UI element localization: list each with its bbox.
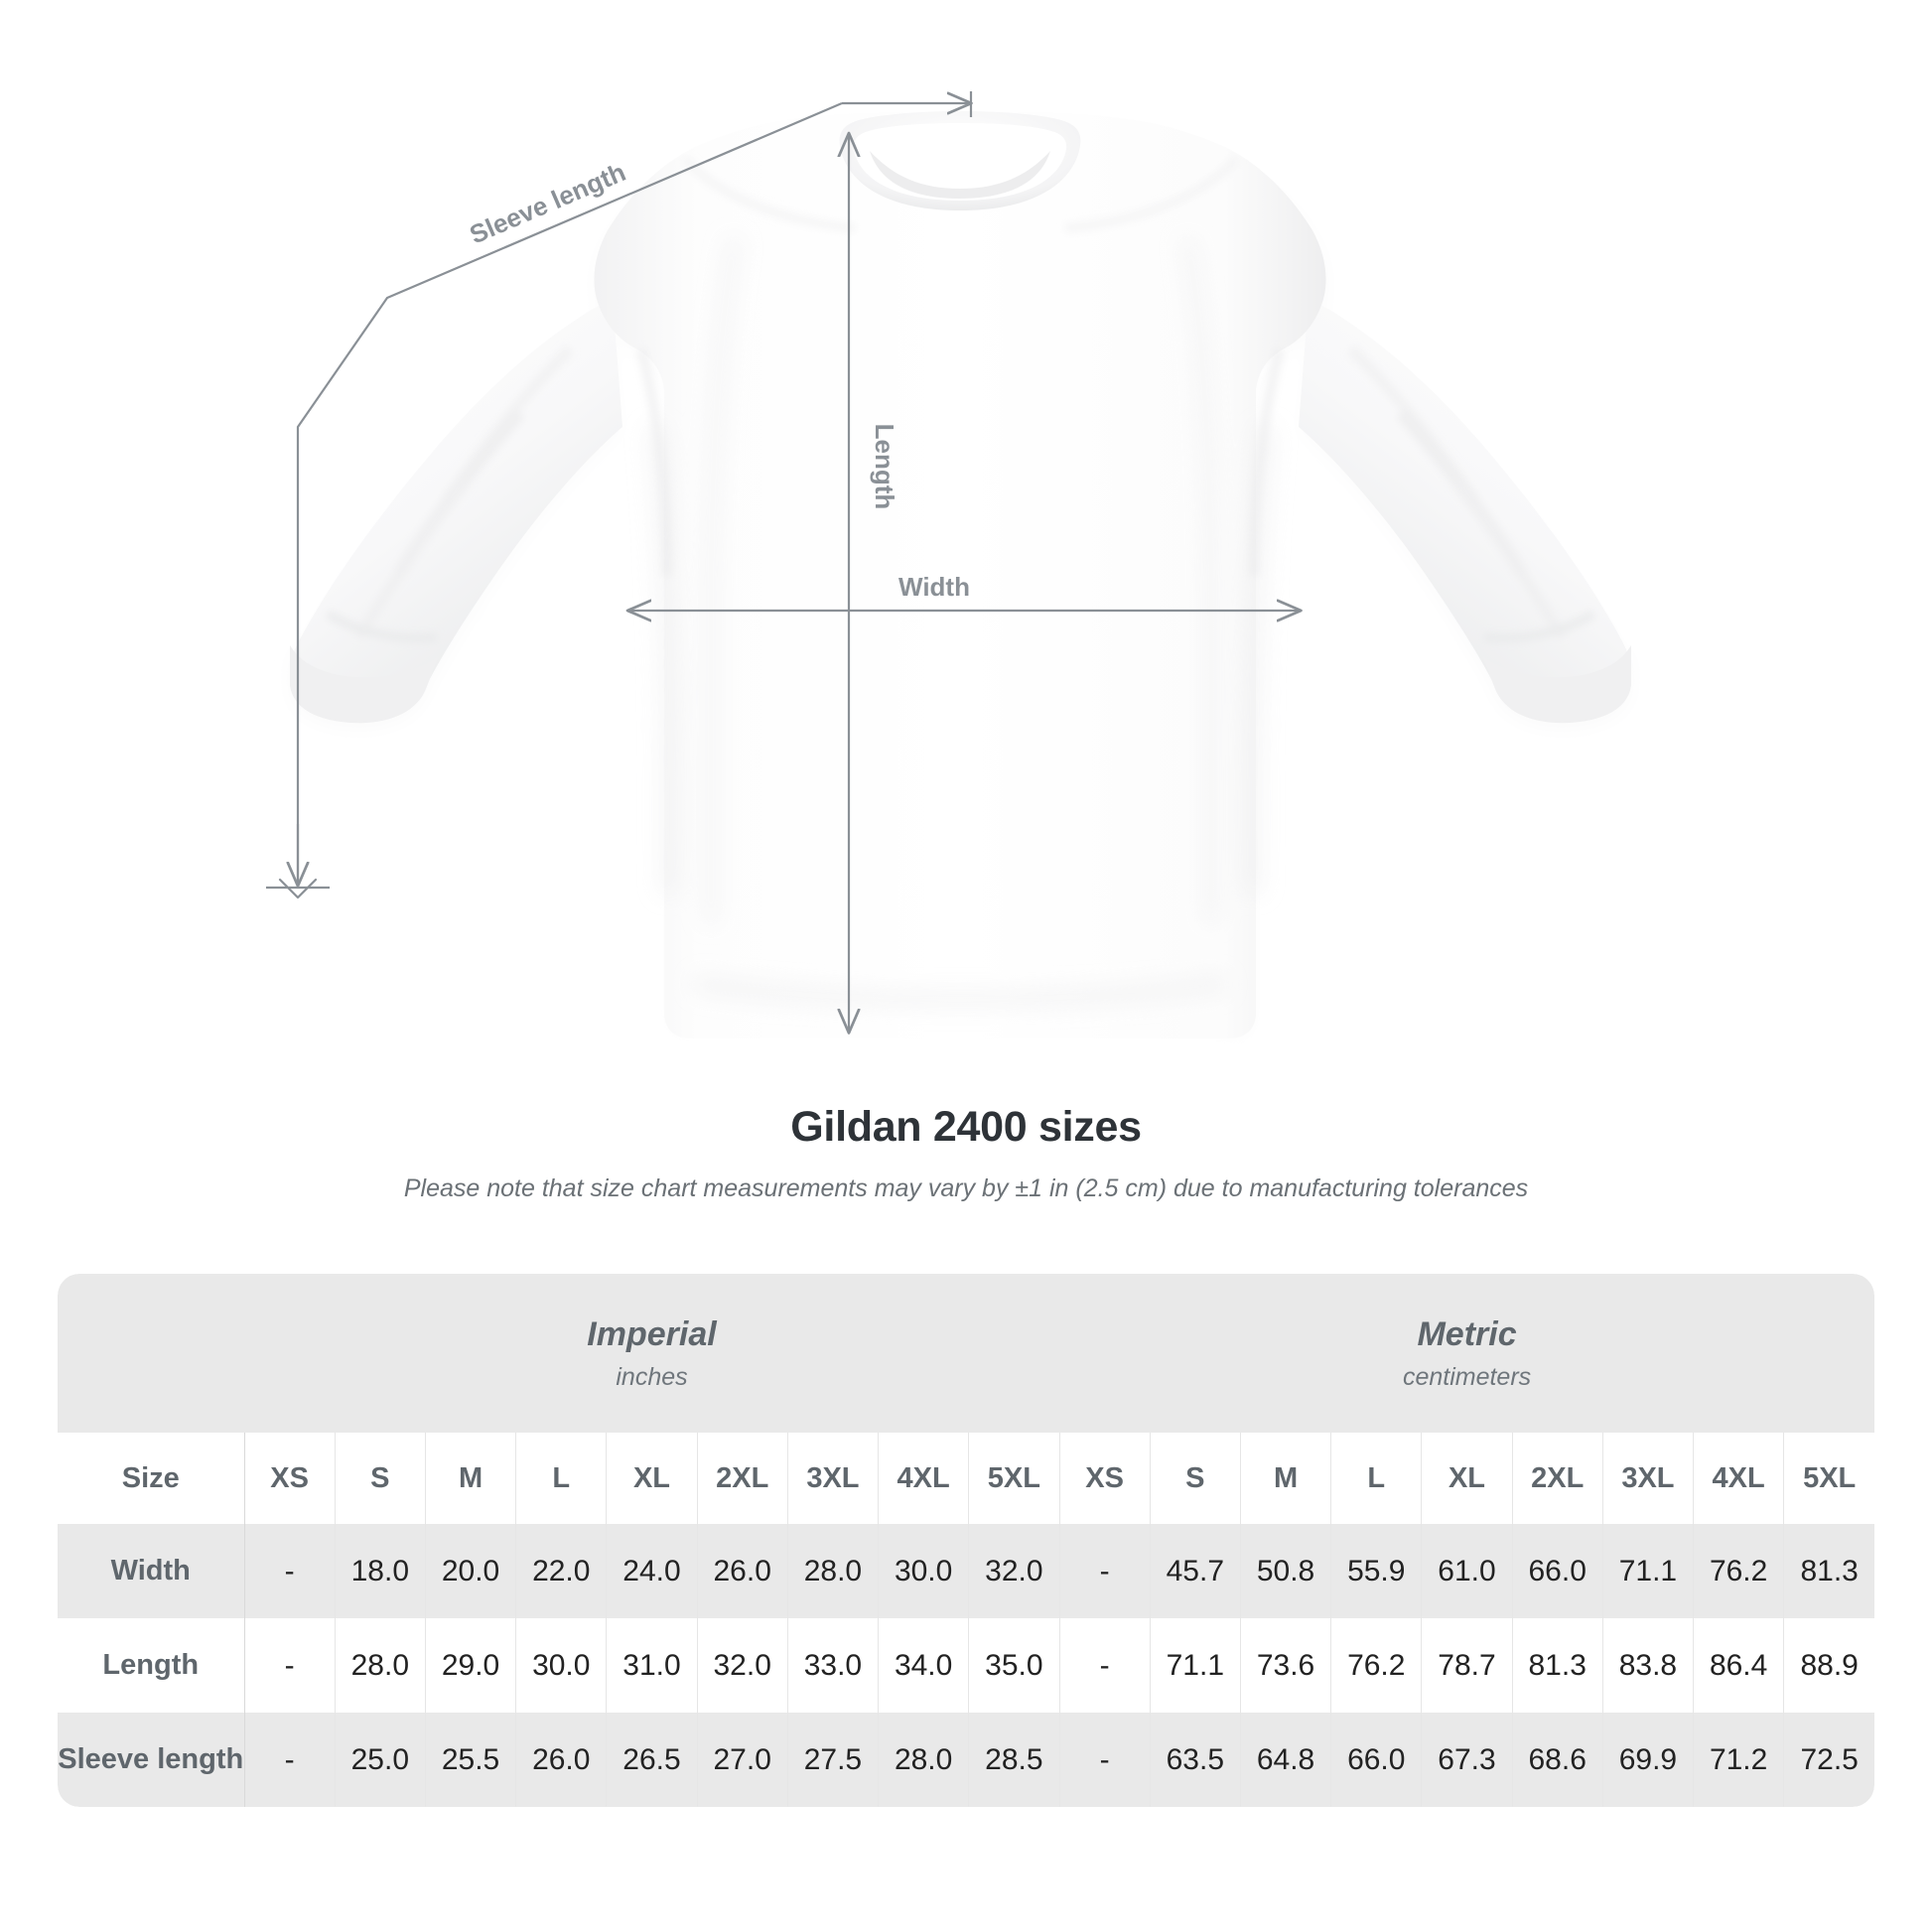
cell-length-imperial-m: 29.0	[425, 1618, 517, 1713]
cell-sleeve-length-metric-xl: 67.3	[1421, 1713, 1513, 1807]
tolerance-note: Please note that size chart measurements…	[403, 1173, 1529, 1202]
cell-length-imperial-xs: -	[244, 1618, 336, 1713]
cell-sleeve-length-imperial-s: 25.0	[335, 1713, 426, 1807]
unit-header-imperial: Imperial inches	[244, 1274, 1059, 1433]
garment-diagram: Sleeve length Length Width	[266, 91, 1631, 1038]
cell-width-imperial-xs: -	[244, 1524, 336, 1618]
unit-system-row: Imperial inches Metric centimeters	[58, 1274, 1875, 1433]
page-title: Gildan 2400 sizes	[790, 1103, 1142, 1151]
cell-sleeve-length-metric-s: 63.5	[1150, 1713, 1241, 1807]
cell-length-metric-l: 76.2	[1330, 1618, 1423, 1713]
cell-sleeve-length-imperial-l: 26.0	[515, 1713, 608, 1807]
cell-length-metric-2xl: 81.3	[1512, 1618, 1603, 1713]
size-header-row: Size XS S M L XL 2XL 3XL 4XL 5XL XS S M L XL 2XL 3XL 4XL 5…	[58, 1433, 1875, 1524]
cell-width-imperial-2xl: 26.0	[697, 1524, 788, 1618]
size-header-metric-xs: XS	[1059, 1433, 1151, 1524]
cell-length-metric-5xl: 88.9	[1783, 1618, 1875, 1713]
table-row: Length -28.0 29.0 30.0 31.0 32.0 33.0 34.0 35.0-…	[58, 1618, 1875, 1713]
size-column-header: Size	[58, 1433, 245, 1524]
cell-width-imperial-5xl: 32.0	[968, 1524, 1060, 1618]
cell-sleeve-length-imperial-3xl: 27.5	[787, 1713, 880, 1807]
cell-width-imperial-s: 18.0	[335, 1524, 426, 1618]
size-header-imperial-xl: XL	[606, 1433, 698, 1524]
cell-sleeve-length-imperial-5xl: 28.5	[968, 1713, 1060, 1807]
size-chart-table-container: Imperial inches Metric centimeters Size X…	[58, 1274, 1875, 1807]
size-header-metric-3xl: 3XL	[1602, 1433, 1695, 1524]
cell-sleeve-length-imperial-xs: -	[244, 1713, 336, 1807]
size-header-metric-4xl: 4XL	[1693, 1433, 1785, 1524]
cell-sleeve-length-imperial-2xl: 27.0	[697, 1713, 788, 1807]
cell-sleeve-length-imperial-4xl: 28.0	[878, 1713, 970, 1807]
size-header-imperial-3xl: 3XL	[787, 1433, 880, 1524]
size-header-metric-xl: XL	[1421, 1433, 1513, 1524]
cell-width-imperial-4xl: 30.0	[878, 1524, 970, 1618]
size-chart-table: Imperial inches Metric centimeters Size X…	[58, 1274, 1875, 1807]
unit-sub-imperial: inches	[616, 1362, 688, 1391]
cell-width-metric-l: 55.9	[1330, 1524, 1423, 1618]
cell-sleeve-length-metric-m: 64.8	[1240, 1713, 1332, 1807]
cell-sleeve-length-metric-4xl: 71.2	[1693, 1713, 1785, 1807]
cell-length-metric-4xl: 86.4	[1693, 1618, 1785, 1713]
size-header-metric-5xl: 5XL	[1783, 1433, 1875, 1524]
cell-sleeve-length-metric-2xl: 68.6	[1512, 1713, 1603, 1807]
cell-width-metric-4xl: 76.2	[1693, 1524, 1785, 1618]
cell-width-imperial-xl: 24.0	[606, 1524, 698, 1618]
cell-width-imperial-3xl: 28.0	[787, 1524, 880, 1618]
unit-name-metric: Metric	[1417, 1315, 1517, 1354]
size-header-imperial-5xl: 5XL	[968, 1433, 1060, 1524]
size-header-imperial-l: L	[515, 1433, 608, 1524]
cell-width-metric-xs: -	[1059, 1524, 1151, 1618]
unit-sub-metric: centimeters	[1402, 1362, 1532, 1391]
cell-length-metric-xl: 78.7	[1421, 1618, 1513, 1713]
row-label-length: Length	[58, 1618, 245, 1713]
cell-sleeve-length-metric-5xl: 72.5	[1783, 1713, 1875, 1807]
cell-length-metric-xs: -	[1059, 1618, 1151, 1713]
cell-width-imperial-l: 22.0	[515, 1524, 608, 1618]
row-label-width: Width	[58, 1524, 245, 1618]
size-header-metric-m: M	[1240, 1433, 1332, 1524]
cell-length-imperial-3xl: 33.0	[787, 1618, 880, 1713]
cell-width-metric-s: 45.7	[1150, 1524, 1241, 1618]
size-header-imperial-m: M	[425, 1433, 517, 1524]
cell-width-metric-m: 50.8	[1240, 1524, 1332, 1618]
size-header-imperial-2xl: 2XL	[697, 1433, 788, 1524]
cell-length-metric-3xl: 83.8	[1602, 1618, 1695, 1713]
unit-row-spacer	[58, 1274, 244, 1433]
cell-length-imperial-l: 30.0	[515, 1618, 608, 1713]
size-header-metric-2xl: 2XL	[1512, 1433, 1603, 1524]
cell-sleeve-length-metric-l: 66.0	[1330, 1713, 1423, 1807]
size-header-metric-l: L	[1330, 1433, 1423, 1524]
cell-width-metric-2xl: 66.0	[1512, 1524, 1603, 1618]
unit-name-imperial: Imperial	[587, 1315, 717, 1354]
size-table-body: Width -18.0 20.0 22.0 24.0 26.0 28.0 30.0 32.0-4…	[58, 1524, 1875, 1807]
cell-length-metric-s: 71.1	[1150, 1618, 1241, 1713]
cell-width-imperial-m: 20.0	[425, 1524, 517, 1618]
row-label-sleeve-length: Sleeve length	[58, 1713, 245, 1807]
cell-length-imperial-2xl: 32.0	[697, 1618, 788, 1713]
cell-sleeve-length-metric-xs: -	[1059, 1713, 1151, 1807]
table-row: Width -18.0 20.0 22.0 24.0 26.0 28.0 30.0 32.0-4…	[58, 1524, 1875, 1618]
size-header-metric-s: S	[1150, 1433, 1241, 1524]
cell-width-metric-5xl: 81.3	[1783, 1524, 1875, 1618]
cell-length-imperial-5xl: 35.0	[968, 1618, 1060, 1713]
cell-length-metric-m: 73.6	[1240, 1618, 1332, 1713]
table-row: Sleeve length -25.0 25.5 26.0 26.5 27.0 27.5 28…	[58, 1713, 1875, 1807]
size-header-imperial-4xl: 4XL	[878, 1433, 970, 1524]
cell-width-metric-xl: 61.0	[1421, 1524, 1513, 1618]
long-sleeve-shirt-illustration	[290, 111, 1631, 1038]
cell-sleeve-length-imperial-m: 25.5	[425, 1713, 517, 1807]
size-header-imperial-s: S	[335, 1433, 426, 1524]
cell-length-imperial-s: 28.0	[335, 1618, 426, 1713]
cell-sleeve-length-imperial-xl: 26.5	[606, 1713, 698, 1807]
cell-sleeve-length-metric-3xl: 69.9	[1602, 1713, 1695, 1807]
size-header-imperial-xs: XS	[244, 1433, 336, 1524]
cell-width-metric-3xl: 71.1	[1602, 1524, 1695, 1618]
unit-header-metric: Metric centimeters	[1059, 1274, 1875, 1433]
cell-length-imperial-xl: 31.0	[606, 1618, 698, 1713]
cell-length-imperial-4xl: 34.0	[878, 1618, 970, 1713]
chart-heading: Gildan 2400 sizes Please note that size …	[0, 1102, 1932, 1203]
